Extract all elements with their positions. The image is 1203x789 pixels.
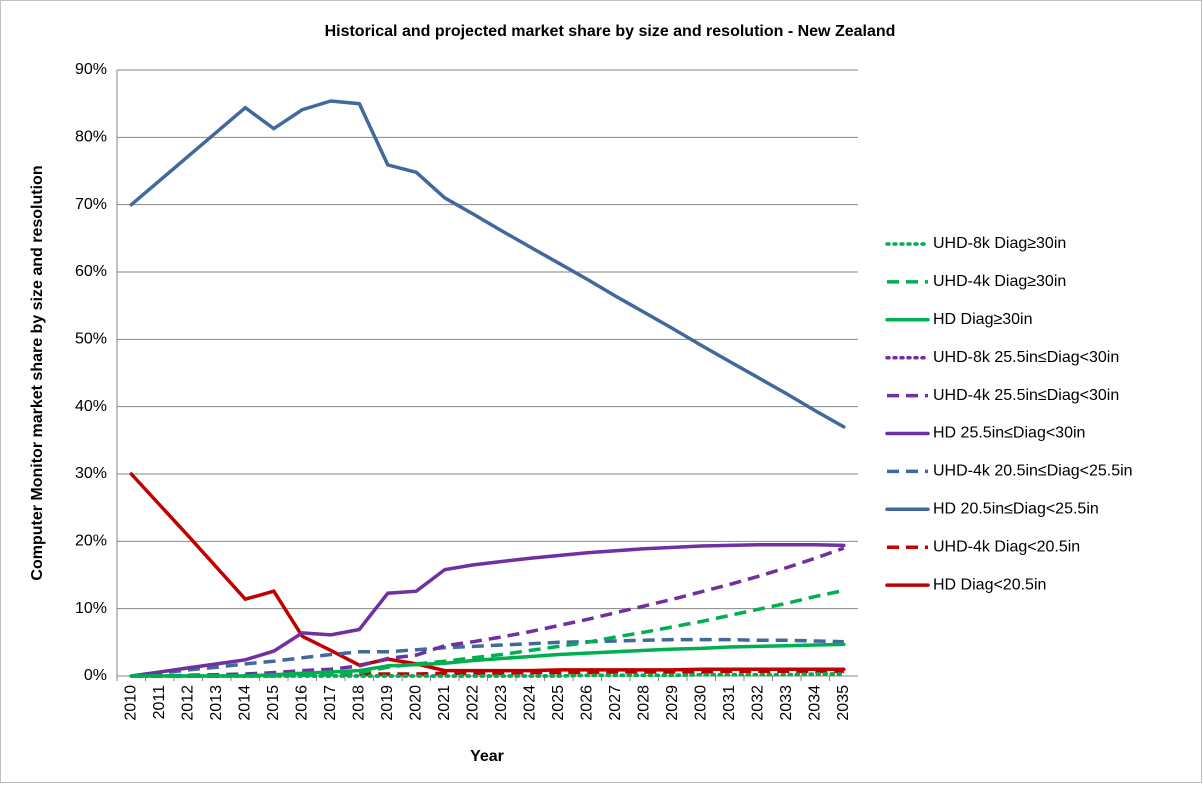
x-tick-label: 2022 bbox=[464, 685, 481, 721]
legend-label: UHD-4k Diag≥30in bbox=[933, 273, 1066, 290]
x-tick-label: 2010 bbox=[122, 685, 139, 721]
series-line bbox=[129, 672, 846, 678]
series-line bbox=[131, 546, 845, 678]
x-tick-label: 2027 bbox=[607, 685, 624, 721]
x-tick-label: 2023 bbox=[493, 685, 510, 721]
legend-label: HD Diag≥30in bbox=[933, 311, 1033, 328]
legend-label: UHD-4k Diag<20.5in bbox=[933, 538, 1080, 555]
legend-label: HD Diag<20.5in bbox=[933, 576, 1046, 593]
legend-label: UHD-4k 25.5in≤Diag<30in bbox=[933, 387, 1119, 404]
y-tick-label: 20% bbox=[75, 533, 107, 550]
y-axis-label: Computer Monitor market share by size an… bbox=[29, 165, 46, 580]
x-tick-label: 2032 bbox=[749, 685, 766, 721]
y-tick-label: 60% bbox=[75, 263, 107, 280]
x-tick-label: 2034 bbox=[806, 685, 823, 721]
x-tick-label: 2012 bbox=[179, 685, 196, 721]
x-tick-label: 2020 bbox=[407, 685, 424, 721]
x-tick-label: 2035 bbox=[835, 685, 852, 721]
x-tick-label: 2033 bbox=[778, 685, 795, 721]
series-line bbox=[131, 637, 844, 678]
x-tick-label: 2026 bbox=[578, 685, 595, 721]
x-tick-label: 2031 bbox=[721, 685, 738, 721]
y-tick-label: 80% bbox=[75, 129, 107, 146]
x-tick-label: 2018 bbox=[350, 685, 367, 721]
x-axis-label: Year bbox=[470, 748, 504, 765]
series-line bbox=[129, 542, 846, 678]
x-tick-label: 2013 bbox=[208, 685, 225, 721]
y-tick-label: 40% bbox=[75, 398, 107, 415]
y-tick-label: 50% bbox=[75, 331, 107, 348]
series-line bbox=[129, 99, 846, 429]
series-line bbox=[129, 472, 846, 673]
y-tick-label: 0% bbox=[84, 667, 107, 684]
y-tick-label: 30% bbox=[75, 465, 107, 482]
x-tick-label: 2029 bbox=[664, 685, 681, 721]
y-tick-label: 70% bbox=[75, 196, 107, 213]
legend-label: UHD-8k Diag≥30in bbox=[933, 235, 1066, 252]
legend-label: UHD-4k 20.5in≤Diag<25.5in bbox=[933, 463, 1133, 480]
y-tick-label: 90% bbox=[75, 61, 107, 78]
chart-title: Historical and projected market share by… bbox=[325, 23, 896, 40]
x-tick-label: 2024 bbox=[521, 685, 538, 721]
x-tick-label: 2016 bbox=[293, 685, 310, 721]
legend-label: HD 20.5in≤Diag<25.5in bbox=[933, 501, 1099, 518]
legend-label: UHD-8k 25.5in≤Diag<30in bbox=[933, 349, 1119, 366]
x-tick-label: 2028 bbox=[635, 685, 652, 721]
y-tick-label: 10% bbox=[75, 600, 107, 617]
x-tick-label: 2019 bbox=[379, 685, 396, 721]
x-tick-label: 2017 bbox=[322, 685, 339, 721]
x-tick-label: 2025 bbox=[550, 685, 567, 721]
x-tick-label: 2021 bbox=[436, 685, 453, 721]
x-tick-label: 2015 bbox=[265, 685, 282, 721]
x-tick-label: 2030 bbox=[692, 685, 709, 721]
x-tick-label: 2011 bbox=[151, 685, 168, 720]
legend-label: HD 25.5in≤Diag<30in bbox=[933, 425, 1085, 442]
x-tick-label: 2014 bbox=[236, 685, 253, 721]
